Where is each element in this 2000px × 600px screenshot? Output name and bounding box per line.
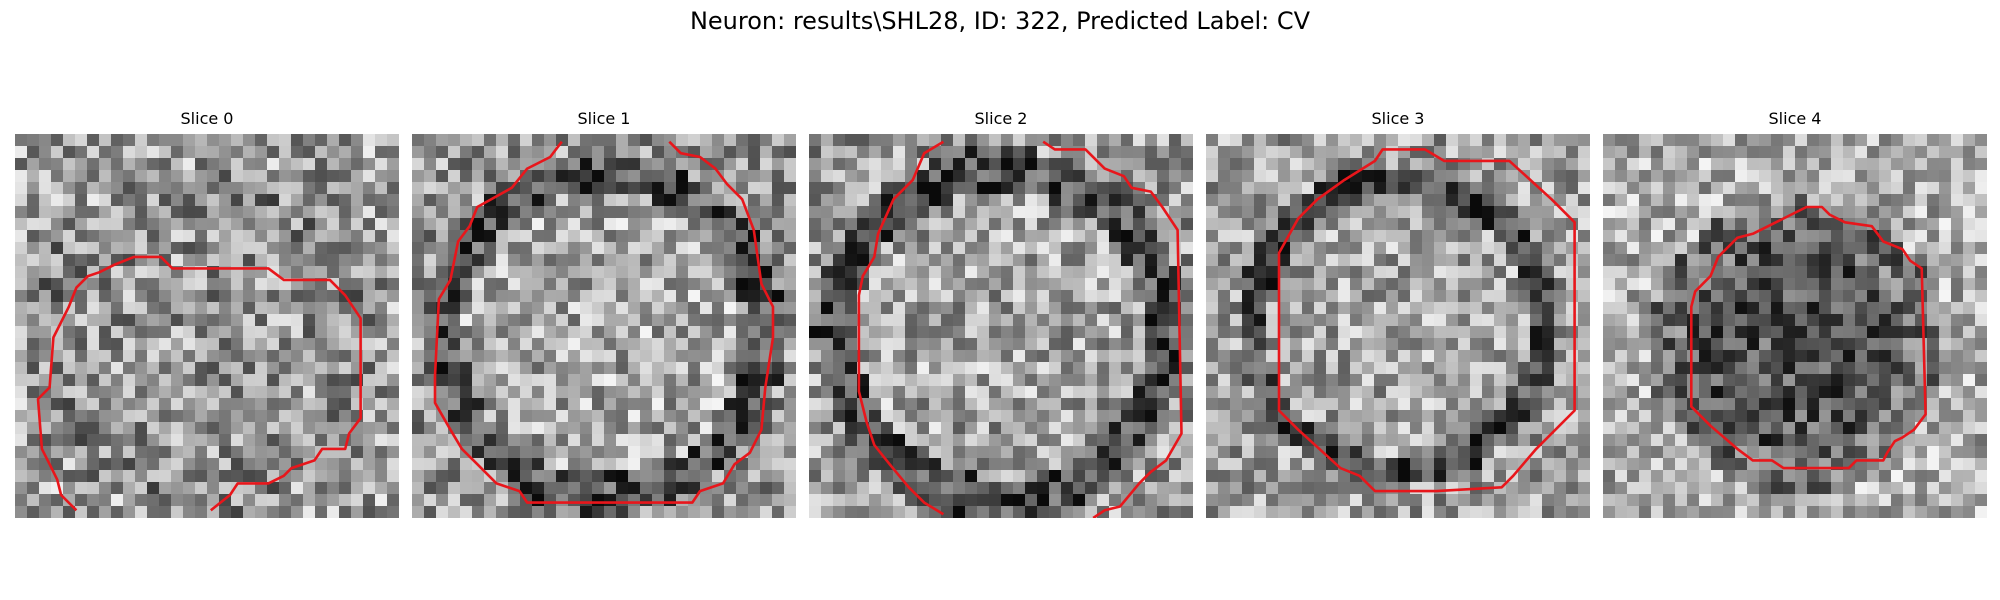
slice-image [412,134,796,518]
pixel-grid [809,134,1193,518]
pixel-grid [1603,134,1987,518]
contour-outline [1277,148,1576,493]
pixel-grid [15,134,399,518]
slice-image [809,134,1193,518]
slice-panel-2: Slice 2 [809,108,1193,518]
contour-outline [1042,140,1183,518]
slice-title: Slice 0 [180,109,234,128]
contour-outline [857,140,945,516]
contour-outline [433,140,775,504]
pixel-grid [412,134,796,518]
figure-title: Neuron: results\SHL28, ID: 322, Predicte… [689,7,1311,35]
slice-image [1206,134,1590,518]
slice-title: Slice 1 [577,109,631,128]
contour-outline [36,255,362,512]
contour-outline [1690,205,1927,470]
slice-panel-1: Slice 1 [412,108,796,518]
slice-panel-0: Slice 0 [15,108,399,518]
slice-title: Slice 4 [1768,109,1822,128]
slice-title: Slice 2 [974,109,1028,128]
slice-title: Slice 3 [1371,109,1425,128]
slice-image [15,134,399,518]
pixel-grid [1206,134,1590,518]
slice-panel-4: Slice 4 [1603,108,1987,518]
slice-panel-3: Slice 3 [1206,108,1590,518]
slice-image [1603,134,1987,518]
